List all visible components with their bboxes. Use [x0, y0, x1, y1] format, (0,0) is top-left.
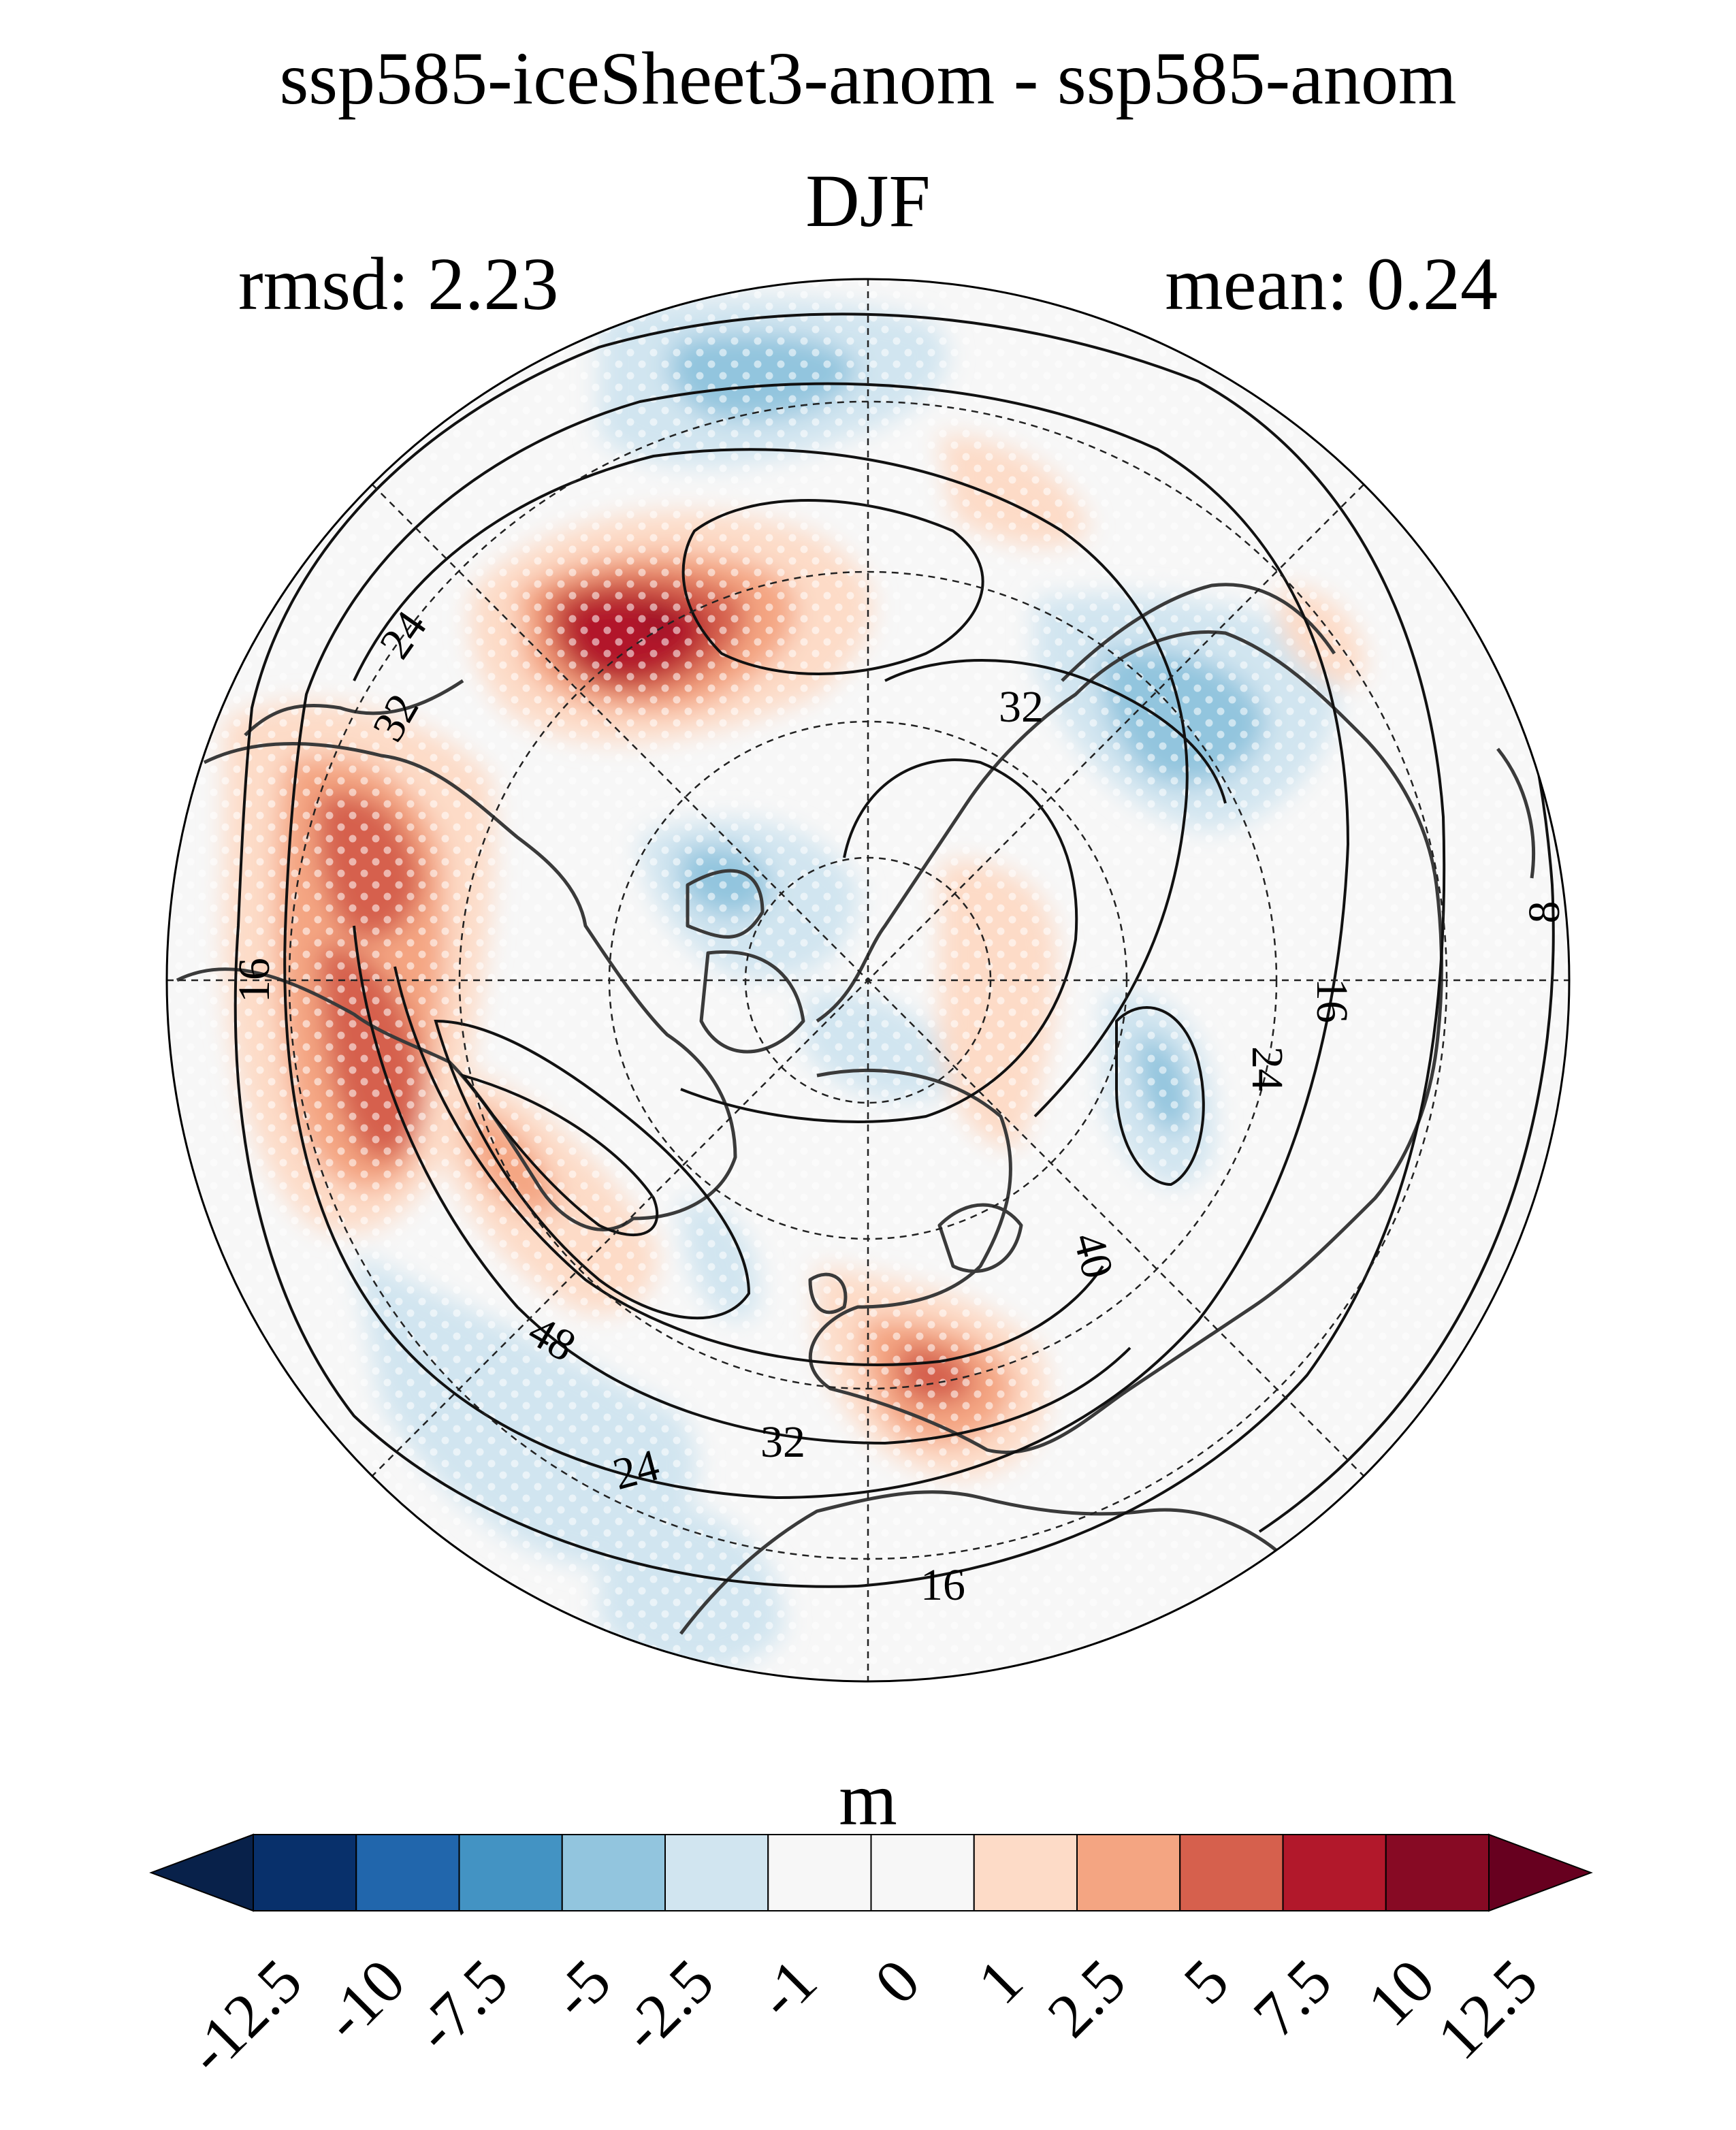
- coastline-north-america: [176, 742, 737, 1231]
- contour-eurasia-loop: [1115, 1006, 1205, 1187]
- colorbar-cell: [1179, 1834, 1284, 1911]
- colorbar-cell: [664, 1834, 769, 1911]
- polar-map: 8 16 16 16 16 24 24 24 24 32 32 32 40 48: [165, 278, 1571, 1683]
- contour-label-32-north: 32: [999, 682, 1044, 732]
- colorbar-cell: [1076, 1834, 1181, 1911]
- colorbar-cell: [767, 1834, 872, 1911]
- coastline-alaska: [244, 679, 464, 737]
- colorbar-cell: [561, 1834, 666, 1911]
- colorbar-extend-high: [1488, 1833, 1593, 1912]
- contour-24: [283, 382, 1350, 1500]
- colorbar-cell: [973, 1834, 1078, 1911]
- contour-label-24-east: 24: [1242, 1046, 1292, 1091]
- coastline-greenland: [686, 869, 765, 939]
- coastline-british-isles: [808, 1272, 848, 1314]
- contour-siberia: [884, 659, 1227, 804]
- contour-label-16-east: 16: [1307, 978, 1357, 1023]
- rmsd-label: rmsd: 2.23: [238, 242, 559, 325]
- contour-arctic: [680, 758, 1078, 1123]
- contour-label-16-west: 16: [229, 958, 279, 1003]
- contour-label-32-south: 32: [760, 1417, 805, 1467]
- coastline-scandinavia: [937, 1203, 1023, 1273]
- colorbar-extend-low: [149, 1833, 254, 1912]
- colorbar-tick-label: 12.5: [1424, 1946, 1551, 2072]
- mean-label: mean: 0.24: [1165, 242, 1498, 325]
- colorbar-tick-label: 2.5: [1034, 1946, 1138, 2050]
- colorbar-tick-label: -10: [310, 1946, 418, 2054]
- colorbar-unit-label: m: [839, 1758, 897, 1841]
- contour-32-north: [353, 448, 1189, 1118]
- colorbar-tick-label: -12.5: [174, 1946, 315, 2087]
- contour-40: [393, 966, 1104, 1366]
- colorbar-cell: [870, 1834, 975, 1911]
- graticule: [167, 279, 1569, 1681]
- contour-label-8: 8: [1520, 901, 1569, 924]
- coastlines: [176, 583, 1535, 1635]
- colorbar-cell: [355, 1834, 460, 1911]
- contour-trough-north: [681, 499, 984, 675]
- colorbar-tick-label: -1: [743, 1946, 829, 2031]
- colorbar-tick-label: 7.5: [1240, 1946, 1345, 2050]
- colorbar-tick-label: 5: [1170, 1946, 1242, 2017]
- colorbar-tick-label: 1: [965, 1946, 1036, 2017]
- contour-48: [434, 1019, 751, 1320]
- colorbar-tick-label: 0: [861, 1946, 933, 2017]
- coastline-japan: [1496, 747, 1535, 879]
- season-label: DJF: [805, 159, 931, 242]
- colorbar-cell: [1282, 1834, 1387, 1911]
- coastline-canadian-archipelago: [699, 950, 805, 1054]
- contour-inner: [459, 1073, 659, 1237]
- coastline-africa: [679, 1490, 1295, 1635]
- coastline-eurasia: [808, 630, 1443, 1455]
- contour-32-south: [353, 925, 1131, 1445]
- map-boundary: [165, 278, 1571, 1683]
- colorbar-tick-label: -7.5: [402, 1946, 521, 2065]
- colorbar-tick-label: -2.5: [607, 1946, 726, 2065]
- contour-label-16-south: 16: [920, 1560, 965, 1610]
- colorbar-cell: [458, 1834, 563, 1911]
- map-title: ssp585-iceSheet3-anom - ssp585-anom: [279, 37, 1457, 120]
- colorbar-cell: [1385, 1834, 1490, 1911]
- colorbar-cell: [253, 1834, 357, 1911]
